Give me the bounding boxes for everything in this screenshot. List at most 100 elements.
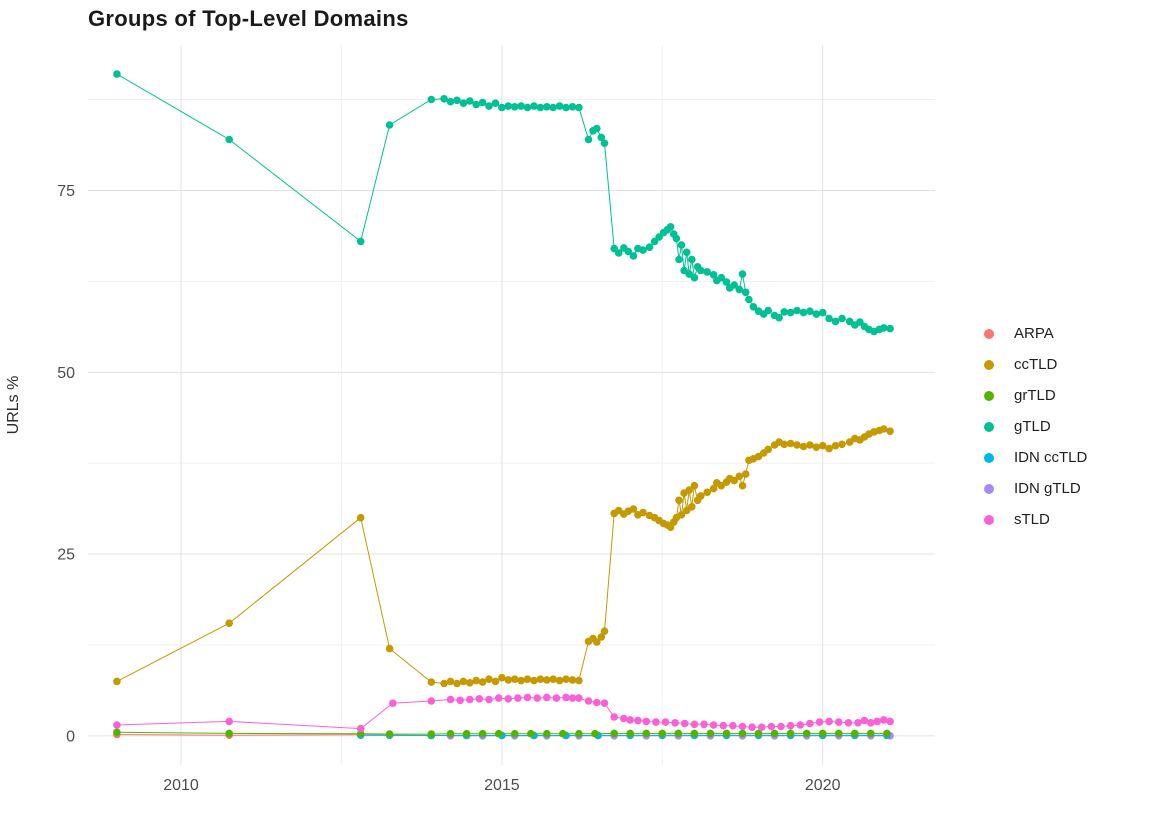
data-point <box>799 308 808 317</box>
data-point <box>113 677 121 686</box>
data-point <box>806 719 814 728</box>
data-point <box>462 729 471 738</box>
data-point <box>629 505 638 513</box>
chart-title: Groups of Top-Level Domains <box>88 6 409 31</box>
x-tick-label: 2015 <box>484 777 520 794</box>
data-point <box>735 285 744 294</box>
data-point <box>844 719 853 727</box>
data-point <box>472 100 481 109</box>
data-point <box>584 697 593 705</box>
data-point <box>559 729 567 738</box>
data-point <box>764 306 772 315</box>
data-point <box>688 255 696 264</box>
data-point <box>879 716 888 724</box>
data-point <box>575 103 583 112</box>
data-point <box>498 103 506 112</box>
data-point <box>690 729 699 738</box>
data-point <box>831 441 840 450</box>
data-point <box>491 99 500 107</box>
data-point <box>835 729 843 738</box>
data-point <box>831 317 840 326</box>
legend: ARPA ccTLD grTLD gTLD IDN ccTLD IDN gTLD sTLD <box>984 318 1087 535</box>
data-point <box>757 723 766 731</box>
data-point <box>427 95 436 104</box>
legend-key-dot <box>984 483 994 494</box>
data-point <box>680 719 689 728</box>
data-point <box>799 442 808 451</box>
legend-key-dot <box>984 359 994 370</box>
data-point <box>593 698 601 707</box>
data-point <box>741 288 750 297</box>
data-point <box>729 721 737 730</box>
data-point <box>113 70 121 78</box>
data-point <box>851 729 859 738</box>
data-point <box>867 719 875 727</box>
data-point <box>825 314 833 323</box>
data-point <box>494 694 503 702</box>
data-point <box>886 324 894 333</box>
data-point <box>748 723 756 731</box>
data-point <box>690 481 699 490</box>
legend-key-dot <box>984 328 994 339</box>
data-point <box>610 713 618 721</box>
data-point <box>642 729 651 738</box>
data-point <box>867 729 875 738</box>
data-point <box>786 721 795 730</box>
data-point <box>427 697 436 705</box>
legend-key-dot <box>984 421 994 432</box>
data-point <box>639 508 647 517</box>
data-point <box>806 441 814 449</box>
data-point <box>802 729 811 738</box>
data-point <box>225 717 233 726</box>
data-point <box>543 103 551 111</box>
data-point <box>690 273 699 282</box>
data-point <box>634 716 642 725</box>
data-point <box>536 675 545 683</box>
data-point <box>530 102 538 110</box>
data-point <box>478 98 487 107</box>
data-point <box>745 295 753 304</box>
data-point <box>730 476 738 485</box>
data-point <box>806 307 814 316</box>
legend-item-label: ccTLD <box>1014 356 1058 373</box>
data-point <box>523 675 532 683</box>
legend-item-idn-cctld: IDN ccTLD <box>984 442 1087 473</box>
data-point <box>658 729 667 738</box>
legend-item-label: IDN ccTLD <box>1014 449 1088 466</box>
data-point <box>517 676 525 685</box>
data-point <box>356 513 365 522</box>
data-point <box>427 678 436 686</box>
data-point <box>812 443 821 452</box>
data-point <box>645 243 654 251</box>
data-point <box>549 675 557 683</box>
series-stld <box>113 693 894 733</box>
data-point <box>543 729 551 738</box>
data-point <box>440 679 448 688</box>
data-point <box>485 695 493 704</box>
data-point <box>719 721 728 730</box>
data-point <box>549 103 557 112</box>
data-point <box>600 139 609 147</box>
data-point <box>675 496 683 505</box>
data-point <box>854 719 862 727</box>
data-point <box>385 644 394 653</box>
data-point <box>652 718 660 726</box>
data-point <box>671 719 679 727</box>
series-idn-cctld <box>356 731 891 740</box>
data-point <box>459 99 468 107</box>
legend-key-dot <box>984 514 994 525</box>
data-point <box>818 729 827 738</box>
x-tick-label: 2010 <box>163 777 199 794</box>
data-point <box>562 693 570 702</box>
data-point <box>738 729 747 738</box>
y-tick-label: 0 <box>66 728 75 745</box>
data-point <box>593 124 601 133</box>
data-point <box>666 223 675 231</box>
data-point <box>225 135 233 144</box>
x-tick-label: 2020 <box>805 777 841 794</box>
data-point <box>735 472 744 481</box>
data-point <box>527 729 535 738</box>
data-point <box>780 440 788 449</box>
